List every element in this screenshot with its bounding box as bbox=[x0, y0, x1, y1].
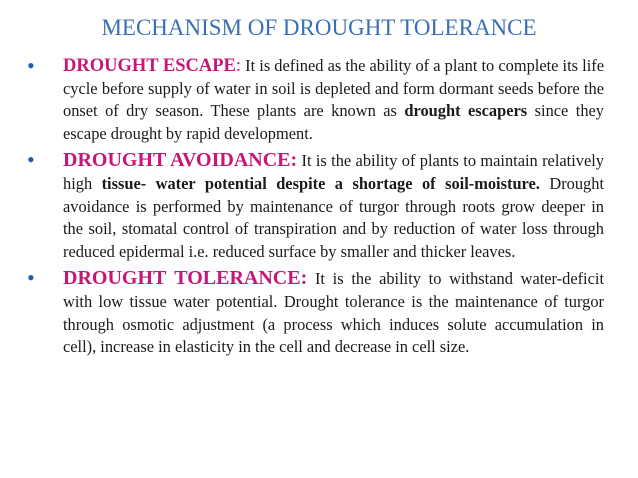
bullet-drought-escape: DROUGHT ESCAPE: It is defined as the abi… bbox=[27, 55, 604, 145]
bullet-text: Drought avoidance is performed by mainte… bbox=[63, 173, 604, 261]
bullet-heading: DROUGHT AVOIDANCE: bbox=[63, 149, 298, 172]
bullet-heading: DROUGHT ESCAPE bbox=[63, 56, 236, 76]
bullet-bold-text: tissue- water potential despite a shorta… bbox=[101, 173, 540, 193]
bullet-text: since they escape drought by rapid devel… bbox=[63, 101, 604, 143]
bullet-drought-avoidance: DROUGHT AVOIDANCE: It is the ability of … bbox=[27, 149, 604, 263]
bullet-drought-tolerance: DROUGHT TOLERANCE: It is the ability to … bbox=[27, 267, 604, 358]
bullet-list: DROUGHT ESCAPE: It is defined as the abi… bbox=[27, 55, 604, 363]
bullet-text: It is the ability of plants to maintain … bbox=[63, 151, 604, 193]
bullet-heading: DROUGHT TOLERANCE: bbox=[63, 267, 308, 290]
bullet-heading-colon: : bbox=[235, 56, 242, 76]
bullet-text: It is the ability to withstand water-def… bbox=[63, 269, 604, 357]
bullet-text: It is defined as the ability of a plant … bbox=[63, 56, 604, 121]
bullet-bold-text: drought escapers bbox=[404, 101, 528, 121]
slide-title: MECHANISM OF DROUGHT TOLERANCE bbox=[101, 15, 537, 40]
